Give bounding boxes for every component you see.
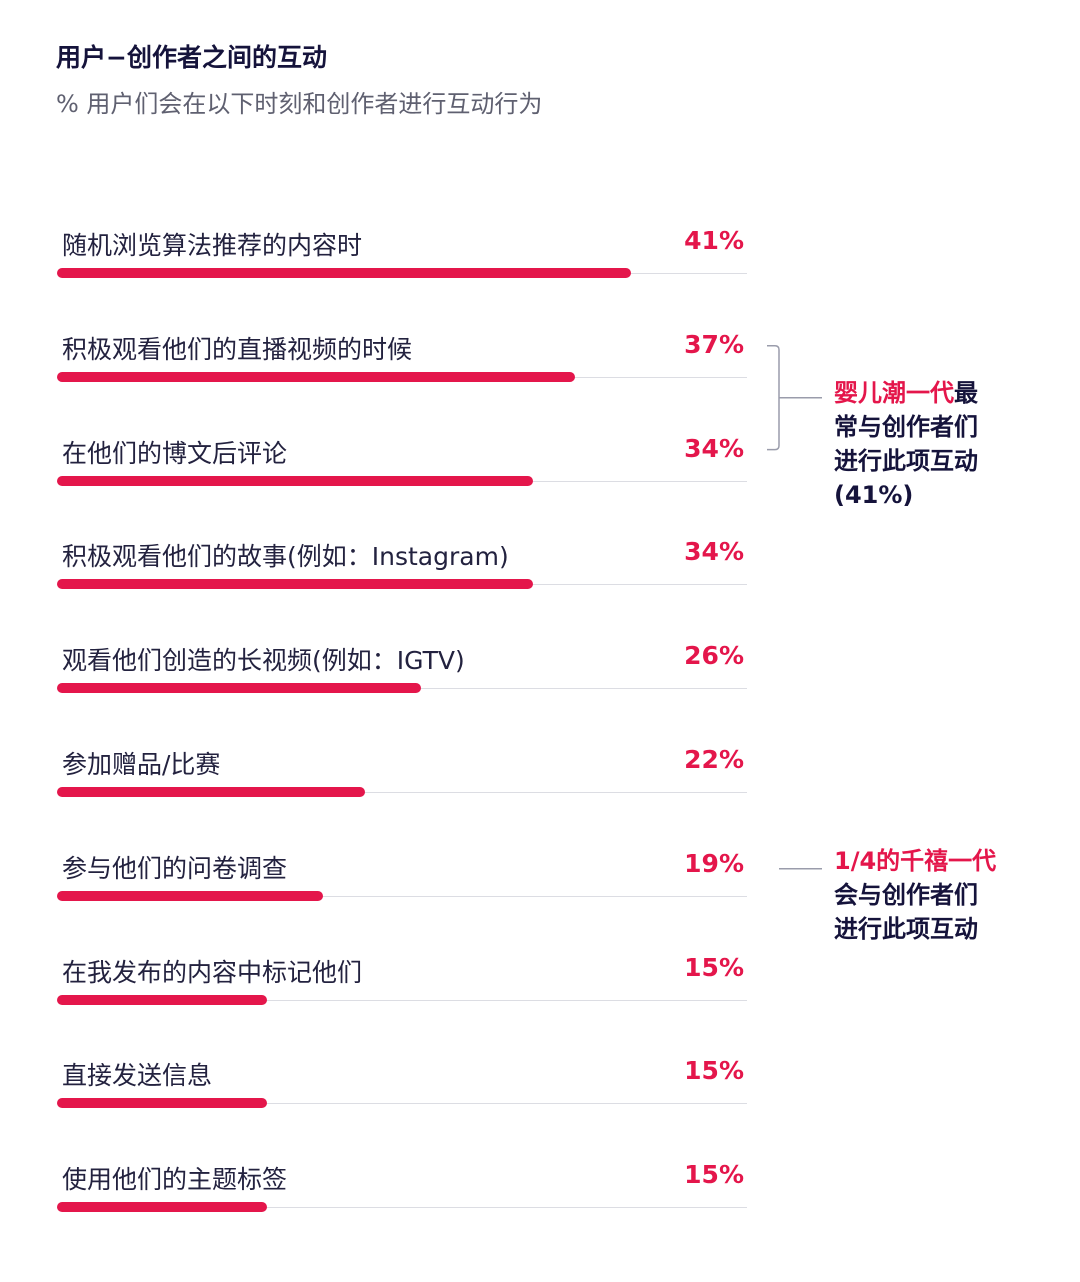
annotation-line: (41%) bbox=[834, 481, 914, 509]
bar-value-label: 22% bbox=[684, 745, 744, 774]
bar-value-label: 26% bbox=[684, 641, 744, 671]
bar bbox=[57, 475, 533, 486]
bar bbox=[57, 268, 631, 278]
bar-value-label: 41% bbox=[684, 226, 744, 255]
row-baseline bbox=[57, 895, 747, 897]
chart-title: 用户−创作者之间的互动 bbox=[56, 43, 327, 72]
annotation-highlight: 1/4的千禧一代 bbox=[834, 847, 997, 875]
row-baseline bbox=[57, 792, 747, 793]
bar-row: 使用他们的主题标签 15% bbox=[0, 1160, 760, 1240]
row-baseline bbox=[57, 1103, 747, 1105]
bar bbox=[57, 890, 323, 901]
bar-value-label: 37% bbox=[684, 329, 744, 359]
bar-row: 观看他们创造的长视频(例如：IGTV) 26% bbox=[0, 641, 760, 721]
bar bbox=[57, 371, 575, 382]
bar-label: 在我发布的内容中标记他们 bbox=[62, 957, 363, 987]
bar-label: 参与他们的问卷调查 bbox=[62, 853, 288, 883]
bar-label: 使用他们的主题标签 bbox=[62, 1165, 288, 1195]
bar-row: 积极观看他们的直播视频的时候 37% bbox=[0, 330, 760, 410]
bar-label: 在他们的博文后评论 bbox=[62, 438, 288, 468]
bar-row: 积极观看他们的故事(例如：Instagram) 34% bbox=[0, 537, 760, 617]
bar-row: 在他们的博文后评论 34% bbox=[0, 434, 760, 514]
bar-row: 参与他们的问卷调查 19% bbox=[0, 849, 760, 929]
bar-row: 在我发布的内容中标记他们 15% bbox=[0, 953, 760, 1033]
chart-subtitle: % 用户们会在以下时刻和创作者进行互动行为 bbox=[56, 90, 543, 118]
row-baseline bbox=[57, 999, 747, 1001]
bar bbox=[57, 994, 267, 1005]
bar-value-label: 34% bbox=[684, 433, 744, 463]
annotation-text: 最 bbox=[954, 379, 978, 407]
bar bbox=[57, 1098, 267, 1109]
annotation-line: 进行此项互动 bbox=[834, 447, 978, 475]
bar-value-label: 19% bbox=[684, 848, 744, 878]
annotation-line: 进行此项互动 bbox=[834, 915, 978, 943]
annotation-line: 常与创作者们 bbox=[834, 413, 978, 441]
annotation-highlight: 婴儿潮一代 bbox=[834, 379, 954, 407]
annotation-line: 会与创作者们 bbox=[834, 881, 978, 909]
bar-row: 参加赠品/比赛 22% bbox=[0, 745, 760, 825]
bar-label: 积极观看他们的直播视频的时候 bbox=[62, 334, 413, 364]
annotation-baby-boomers: 婴儿潮一代最 常与创作者们 进行此项互动 (41%) bbox=[834, 376, 978, 512]
bar-value-label: 15% bbox=[684, 952, 744, 982]
bar bbox=[57, 579, 533, 590]
bar-label: 积极观看他们的故事(例如：Instagram) bbox=[62, 542, 509, 572]
bar-label: 观看他们创造的长视频(例如：IGTV) bbox=[62, 646, 465, 676]
bar-label: 参加赠品/比赛 bbox=[62, 750, 221, 779]
annotation-millennials: 1/4的千禧一代 会与创作者们 进行此项互动 bbox=[834, 844, 996, 946]
bar bbox=[57, 787, 365, 797]
bar-row: 直接发送信息 15% bbox=[0, 1056, 760, 1136]
bar bbox=[57, 683, 421, 694]
bar bbox=[57, 1202, 267, 1213]
bar-value-label: 34% bbox=[684, 537, 744, 567]
bar-label: 随机浏览算法推荐的内容时 bbox=[62, 231, 363, 260]
bar-row: 随机浏览算法推荐的内容时 41% bbox=[0, 226, 760, 306]
bar-value-label: 15% bbox=[684, 1056, 744, 1086]
bar-value-label: 15% bbox=[684, 1160, 744, 1190]
row-baseline bbox=[57, 1207, 747, 1209]
bar-label: 直接发送信息 bbox=[62, 1061, 213, 1091]
